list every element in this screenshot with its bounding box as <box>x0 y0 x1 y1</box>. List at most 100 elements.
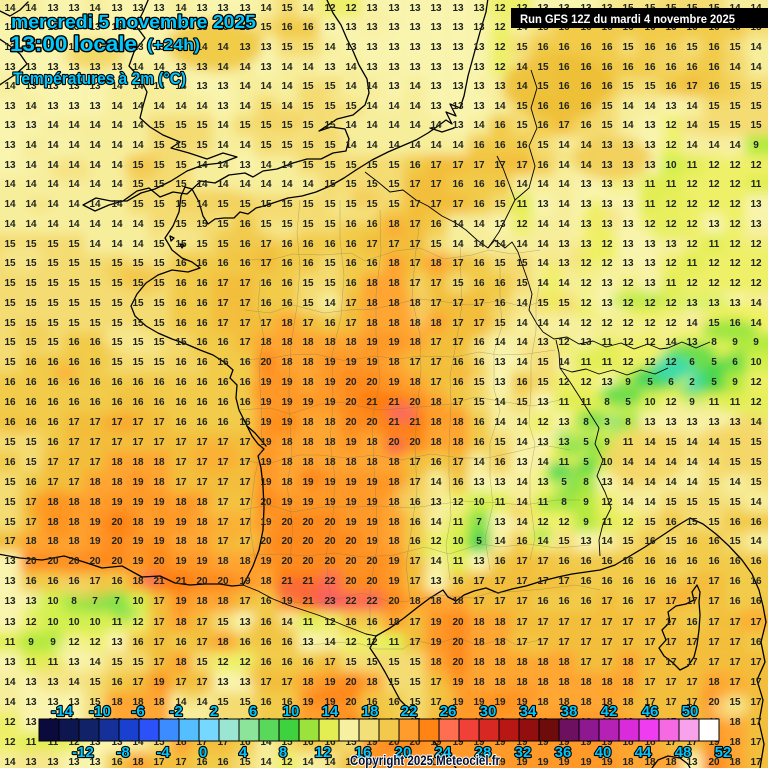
svg-text:20: 20 <box>260 357 272 368</box>
svg-text:18: 18 <box>452 596 464 607</box>
svg-text:16: 16 <box>196 417 208 428</box>
svg-text:20: 20 <box>302 517 314 528</box>
svg-text:17: 17 <box>153 617 165 628</box>
svg-text:12: 12 <box>708 258 720 269</box>
svg-text:14: 14 <box>68 120 80 131</box>
svg-text:14: 14 <box>217 140 229 151</box>
svg-text:16: 16 <box>196 357 208 368</box>
svg-text:15: 15 <box>494 258 506 269</box>
svg-text:19: 19 <box>153 497 165 508</box>
svg-text:14: 14 <box>516 337 528 348</box>
svg-text:12: 12 <box>665 258 677 269</box>
svg-text:16: 16 <box>452 377 464 388</box>
svg-text:14: 14 <box>111 140 123 151</box>
svg-text:16: 16 <box>601 576 613 587</box>
svg-text:15: 15 <box>89 258 101 269</box>
svg-text:48: 48 <box>675 744 692 761</box>
svg-text:16: 16 <box>537 160 549 171</box>
svg-text:15: 15 <box>558 536 570 547</box>
svg-text:20: 20 <box>281 517 293 528</box>
svg-text:18: 18 <box>111 697 123 708</box>
svg-text:16: 16 <box>196 397 208 408</box>
svg-text:19: 19 <box>239 576 251 587</box>
svg-text:15: 15 <box>622 536 634 547</box>
svg-text:17: 17 <box>409 258 421 269</box>
svg-text:13: 13 <box>537 397 549 408</box>
svg-text:12: 12 <box>452 497 464 508</box>
svg-text:18: 18 <box>47 497 59 508</box>
svg-text:15: 15 <box>260 140 272 151</box>
svg-text:17: 17 <box>430 160 442 171</box>
svg-text:15: 15 <box>324 199 336 210</box>
svg-text:10: 10 <box>283 703 300 720</box>
svg-text:14: 14 <box>750 318 762 329</box>
svg-text:22: 22 <box>401 703 418 720</box>
svg-text:13: 13 <box>473 22 485 33</box>
svg-text:14: 14 <box>239 81 251 92</box>
svg-text:17: 17 <box>750 617 762 628</box>
svg-text:14: 14 <box>68 160 80 171</box>
svg-text:11: 11 <box>303 617 314 628</box>
svg-text:23: 23 <box>324 596 336 607</box>
svg-text:16: 16 <box>68 377 80 388</box>
svg-text:13: 13 <box>473 556 485 567</box>
svg-text:14: 14 <box>494 536 506 547</box>
svg-text:16: 16 <box>4 417 16 428</box>
svg-text:15: 15 <box>302 42 314 53</box>
svg-text:16: 16 <box>644 556 656 567</box>
svg-text:15: 15 <box>388 657 400 668</box>
svg-text:12: 12 <box>558 337 570 348</box>
svg-text:17: 17 <box>601 657 613 668</box>
svg-text:13: 13 <box>409 62 421 73</box>
svg-text:21: 21 <box>302 596 314 607</box>
svg-text:16: 16 <box>132 637 144 648</box>
svg-text:15: 15 <box>132 298 144 309</box>
svg-text:20: 20 <box>153 556 165 567</box>
svg-text:12: 12 <box>750 377 762 388</box>
svg-text:21: 21 <box>175 576 187 587</box>
svg-text:17: 17 <box>366 239 378 250</box>
svg-text:5: 5 <box>583 437 589 448</box>
svg-text:13: 13 <box>239 160 251 171</box>
svg-text:14: 14 <box>665 477 677 488</box>
svg-text:14: 14 <box>558 357 570 368</box>
svg-text:17: 17 <box>430 677 442 688</box>
svg-text:16: 16 <box>89 337 101 348</box>
svg-text:14: 14 <box>302 757 314 768</box>
svg-text:14: 14 <box>4 697 16 708</box>
svg-text:15: 15 <box>153 278 165 289</box>
svg-text:17: 17 <box>580 617 592 628</box>
svg-text:16: 16 <box>47 377 59 388</box>
svg-text:15: 15 <box>4 258 16 269</box>
svg-text:16: 16 <box>537 120 549 131</box>
svg-text:14: 14 <box>89 140 101 151</box>
svg-text:14: 14 <box>665 457 677 468</box>
svg-text:20: 20 <box>260 497 272 508</box>
svg-text:Copyright 2025 Meteociel.fr: Copyright 2025 Meteociel.fr <box>350 752 500 768</box>
svg-text:14: 14 <box>345 62 357 73</box>
svg-text:19: 19 <box>260 556 272 567</box>
svg-text:14: 14 <box>537 179 549 190</box>
svg-text:13: 13 <box>473 3 485 14</box>
svg-text:17: 17 <box>516 160 528 171</box>
svg-text:16: 16 <box>260 697 272 708</box>
svg-text:17: 17 <box>750 697 762 708</box>
svg-text:14: 14 <box>89 239 101 250</box>
svg-text:13: 13 <box>686 417 698 428</box>
svg-text:16: 16 <box>281 657 293 668</box>
svg-text:12: 12 <box>729 239 741 250</box>
svg-text:17: 17 <box>239 278 251 289</box>
svg-text:18: 18 <box>302 337 314 348</box>
svg-text:13: 13 <box>537 477 549 488</box>
svg-text:17: 17 <box>153 637 165 648</box>
svg-text:15: 15 <box>324 258 336 269</box>
svg-text:17: 17 <box>217 457 229 468</box>
svg-text:18: 18 <box>281 337 293 348</box>
svg-text:17: 17 <box>409 576 421 587</box>
svg-text:12: 12 <box>622 318 634 329</box>
svg-text:19: 19 <box>153 517 165 528</box>
svg-text:14: 14 <box>281 81 293 92</box>
svg-text:13: 13 <box>622 219 634 230</box>
svg-text:15: 15 <box>281 120 293 131</box>
svg-text:11: 11 <box>645 199 656 210</box>
